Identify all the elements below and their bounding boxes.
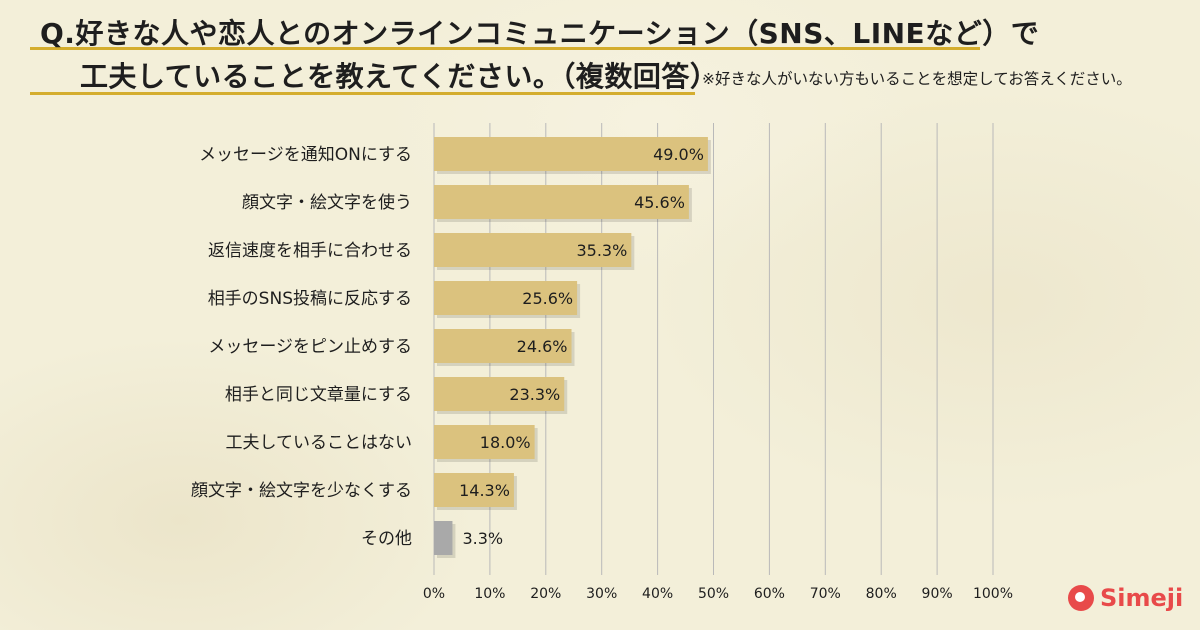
category-labels: メッセージを通知ONにする顔文字・絵文字を使う返信速度を相手に合わせる相手のSN… <box>191 145 412 549</box>
category-label: 返信速度を相手に合わせる <box>208 241 412 261</box>
category-label: その他 <box>361 529 412 549</box>
bar <box>434 425 535 459</box>
value-label: 45.6% <box>634 193 685 212</box>
x-tick-label: 10% <box>474 586 505 602</box>
simeji-logo: Simeji <box>1068 584 1183 612</box>
category-label: 顔文字・絵文字を少なくする <box>191 481 412 501</box>
x-tick-label: 60% <box>754 586 785 602</box>
bar <box>434 137 708 171</box>
x-tick-label: 50% <box>698 586 729 602</box>
value-label: 18.0% <box>480 433 531 452</box>
x-tick-label: 100% <box>973 586 1013 602</box>
title-note: ※好きな人がいない方もいることを想定してお答えください。 <box>702 70 1132 88</box>
x-tick-label: 80% <box>866 586 897 602</box>
bar <box>434 233 632 267</box>
bars <box>434 137 711 558</box>
bar <box>434 377 565 411</box>
value-label: 3.3% <box>462 529 503 548</box>
title-underline-1 <box>30 47 980 50</box>
x-tick-label: 20% <box>530 586 561 602</box>
bar <box>434 185 689 219</box>
chart-title: Q.好きな人や恋人とのオンラインコミュニケーション（SNS、LINEなど）で 工… <box>0 0 1200 100</box>
bar <box>434 281 578 315</box>
x-tick-label: 40% <box>642 586 673 602</box>
value-label: 35.3% <box>576 241 627 260</box>
value-label: 23.3% <box>509 385 560 404</box>
category-label: 工夫していることはない <box>226 433 413 453</box>
value-label: 49.0% <box>653 145 704 164</box>
bar <box>434 521 453 555</box>
x-tick-label: 0% <box>423 586 445 602</box>
value-label: 25.6% <box>522 289 573 308</box>
value-label: 14.3% <box>459 481 510 500</box>
bar <box>434 473 514 507</box>
category-label: 顔文字・絵文字を使う <box>242 192 412 213</box>
bar <box>434 329 572 363</box>
title-underline-2 <box>30 92 695 95</box>
logo-text: Simeji <box>1100 584 1184 612</box>
title-line-1: Q.好きな人や恋人とのオンラインコミュニケーション（SNS、LINEなど）で <box>40 17 1040 50</box>
value-label: 24.6% <box>517 337 568 356</box>
x-tick-label: 30% <box>586 586 617 602</box>
x-tick-label: 70% <box>810 586 841 602</box>
chat-bubble-icon <box>1068 585 1094 611</box>
x-tick-labels: 0% 10% 20% 30% 40% 50% 60% 70% 80% 90% 100% <box>423 586 1013 602</box>
category-label: 相手と同じ文章量にする <box>225 385 412 405</box>
title-line-2: 工夫していることを教えてください。（複数回答） <box>80 60 719 93</box>
value-labels: 49.0% 45.6% 35.3% 25.6% 24.6% 23.3% 18.0% 14.3%… <box>459 145 704 548</box>
category-label: メッセージを通知ONにする <box>199 145 412 165</box>
category-label: 相手のSNS投稿に反応する <box>208 289 412 309</box>
x-tick-label: 90% <box>922 586 953 602</box>
category-label: メッセージをピン止めする <box>208 337 412 357</box>
